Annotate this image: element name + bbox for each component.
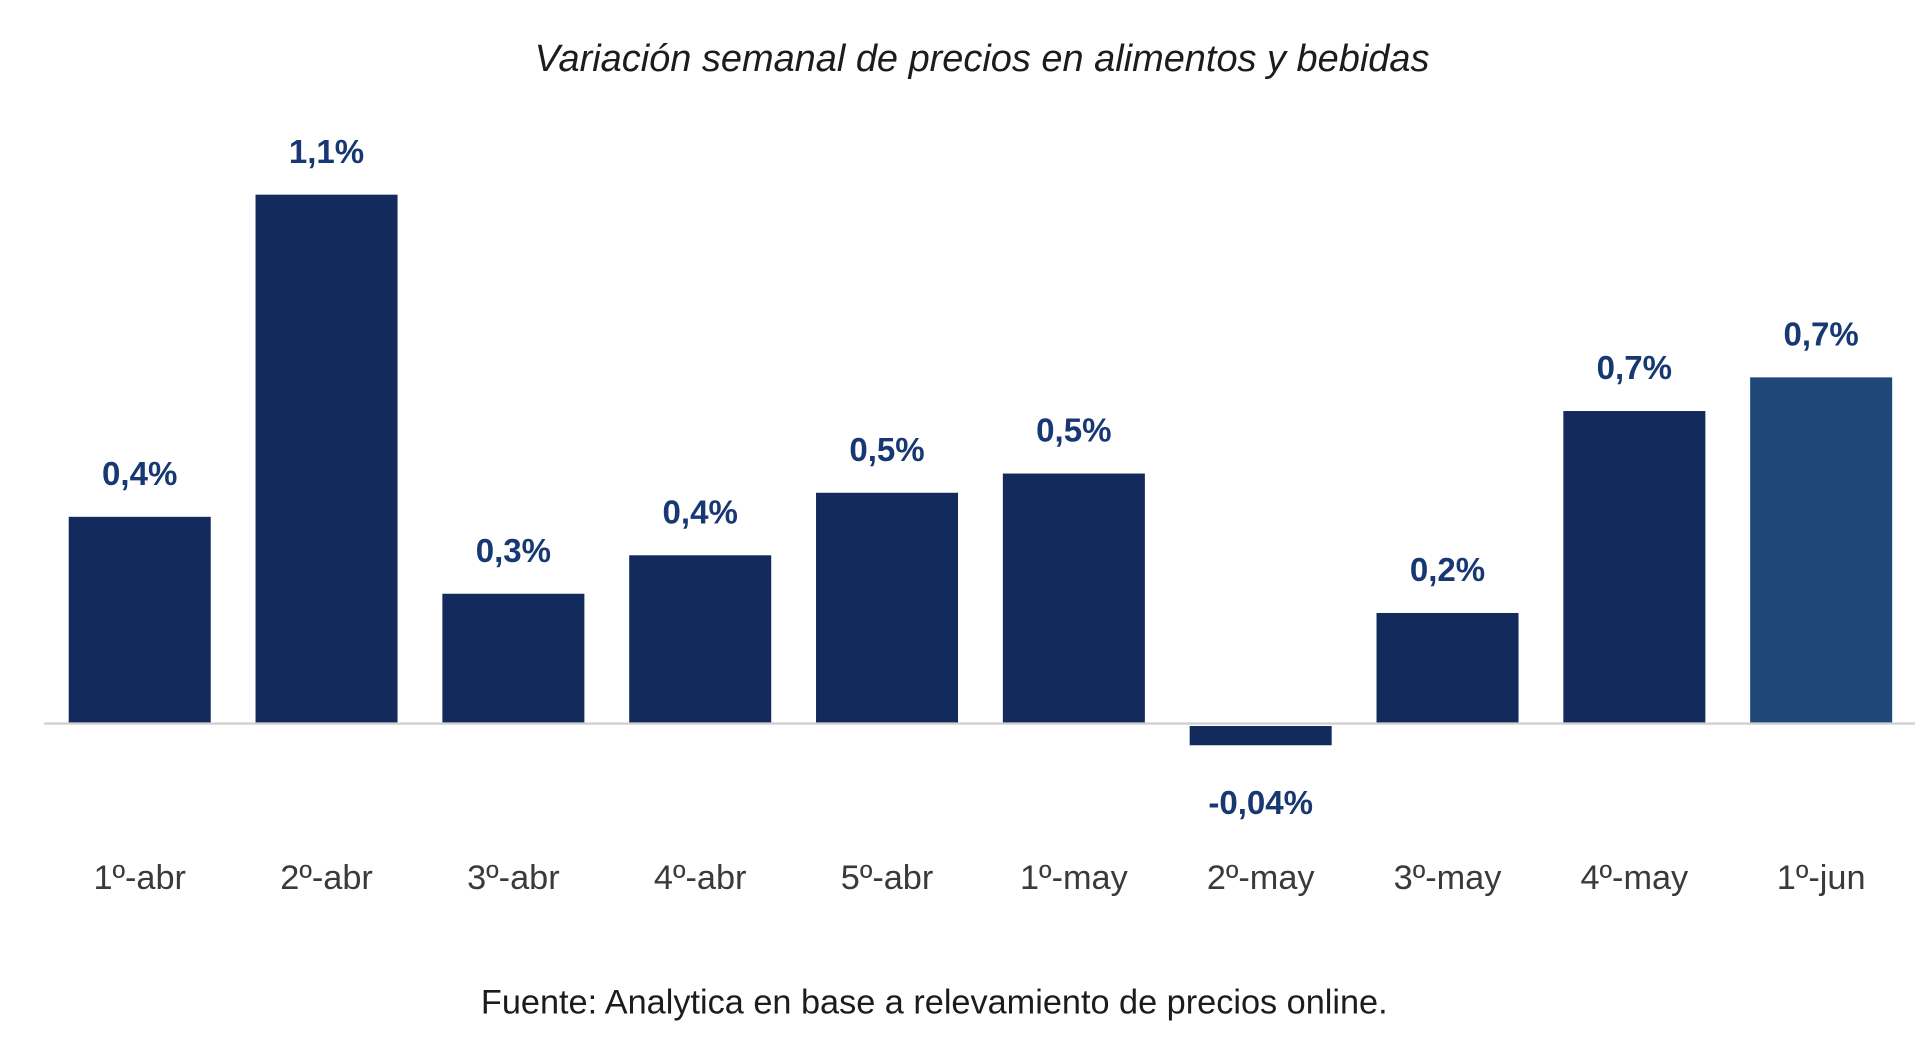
- category-label-8: 4º-may: [1580, 859, 1689, 897]
- category-label-4: 5º-abr: [841, 859, 934, 897]
- data-label-0: 0,4%: [102, 456, 177, 493]
- bar-2: [442, 593, 585, 724]
- data-label-3: 0,4%: [663, 494, 738, 531]
- source-note: Fuente: Analytica en base a relevamiento…: [481, 984, 1388, 1022]
- data-label-5: 0,5%: [1036, 413, 1111, 450]
- data-label-8: 0,7%: [1597, 350, 1672, 387]
- bar-9: [1750, 377, 1893, 724]
- data-label-4: 0,5%: [849, 432, 924, 469]
- category-label-7: 3º-may: [1394, 859, 1503, 897]
- bar-5: [1002, 473, 1145, 724]
- category-label-2: 3º-abr: [467, 859, 560, 897]
- bar-7: [1376, 612, 1519, 724]
- data-labels-group: 0,4% 1,1% 0,3% 0,4% 0,5% 0,5% -0,04% 0,2% 0,7% 0,…: [102, 134, 1859, 822]
- chart-title: Variación semanal de precios en alimento…: [535, 38, 1430, 80]
- bars-group: [68, 194, 1893, 746]
- bar-6: [1189, 726, 1332, 746]
- bar-3: [629, 555, 772, 724]
- category-labels-group: 1º-abr 2º-abr 3º-abr 4º-abr 5º-abr 1º-may 2º-m…: [93, 859, 1865, 897]
- data-label-9: 0,7%: [1784, 317, 1859, 354]
- category-label-1: 2º-abr: [280, 859, 373, 897]
- bar-4: [816, 492, 959, 724]
- category-label-3: 4º-abr: [654, 859, 747, 897]
- data-label-6: -0,04%: [1208, 785, 1313, 822]
- data-label-2: 0,3%: [476, 533, 551, 570]
- category-label-0: 1º-abr: [93, 859, 186, 897]
- data-label-7: 0,2%: [1410, 552, 1485, 589]
- data-label-1: 1,1%: [289, 134, 364, 171]
- bar-8: [1563, 411, 1706, 724]
- category-label-5: 1º-may: [1020, 859, 1129, 897]
- bar-1: [255, 194, 398, 724]
- bar-0: [68, 516, 211, 724]
- category-label-9: 1º-jun: [1777, 859, 1866, 897]
- category-label-6: 2º-may: [1207, 859, 1316, 897]
